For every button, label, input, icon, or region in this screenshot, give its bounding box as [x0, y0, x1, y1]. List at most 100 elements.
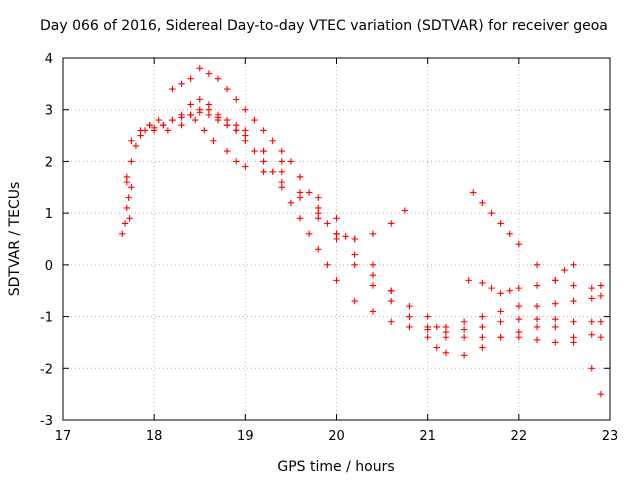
data-point [533, 323, 541, 331]
data-point [205, 111, 213, 119]
data-point [251, 116, 258, 124]
data-point [479, 344, 486, 351]
data-point [369, 272, 377, 279]
data-point [169, 116, 176, 124]
data-point [260, 168, 267, 175]
data-point [296, 189, 304, 196]
data-point [369, 282, 377, 289]
data-point [233, 96, 240, 103]
data-point [123, 204, 131, 212]
data-point [351, 261, 358, 269]
y-tick-label: -1 [40, 311, 53, 326]
data-point [287, 199, 295, 206]
data-point [406, 313, 413, 320]
x-tick-label: 20 [328, 429, 345, 444]
data-point [369, 230, 377, 238]
data-point [132, 142, 140, 150]
data-point [506, 287, 513, 294]
data-point [597, 292, 605, 300]
data-point [223, 147, 231, 155]
data-point [333, 230, 340, 238]
data-point [201, 127, 208, 134]
data-point [191, 116, 199, 124]
data-point [401, 207, 409, 214]
data-point [196, 106, 203, 113]
y-tick-label: 0 [45, 259, 53, 274]
data-point [533, 315, 541, 323]
data-point [233, 158, 240, 165]
data-point [214, 75, 222, 82]
data-point [155, 116, 162, 124]
data-point [315, 246, 322, 253]
data-point [125, 194, 132, 201]
data-point [369, 308, 377, 315]
data-point [137, 127, 144, 134]
data-point [187, 75, 194, 82]
data-point [497, 290, 504, 297]
y-axis-label: SDTVAR / TECUs [7, 182, 23, 297]
data-point [205, 101, 213, 108]
data-point [119, 230, 126, 238]
data-point [442, 349, 450, 356]
x-tick-label: 18 [146, 429, 163, 444]
data-point [296, 215, 304, 222]
data-point [515, 315, 523, 323]
data-point [406, 303, 413, 310]
data-point [178, 80, 185, 88]
data-point [388, 220, 395, 227]
data-point [588, 284, 595, 292]
data-point [388, 318, 395, 325]
data-point [552, 300, 559, 307]
y-tick-label: 3 [45, 104, 53, 119]
data-point [533, 282, 541, 289]
data-point [324, 261, 331, 269]
data-point [424, 334, 431, 341]
data-point [242, 163, 249, 170]
data-point [305, 230, 313, 238]
data-point [515, 240, 523, 248]
x-axis-label: GPS time / hours [277, 459, 394, 475]
data-point [488, 284, 495, 292]
x-tick-label: 23 [602, 429, 619, 444]
data-point [465, 277, 472, 284]
data-point [588, 295, 595, 302]
y-tick-label: 2 [45, 155, 53, 170]
plot-frame [62, 57, 611, 421]
data-point [552, 277, 559, 284]
data-point [121, 220, 129, 227]
data-point [479, 279, 486, 287]
x-tick-label: 21 [419, 429, 436, 444]
data-point [333, 277, 340, 284]
data-point [296, 173, 304, 181]
data-point [351, 251, 358, 258]
data-point [424, 313, 431, 320]
data-point [515, 284, 523, 292]
series-sat-e [187, 101, 605, 398]
data-point [260, 158, 267, 165]
series-sat-h [119, 173, 135, 238]
data-point [196, 65, 203, 72]
data-point [597, 334, 605, 341]
data-point [126, 215, 133, 222]
data-point [506, 230, 513, 238]
data-point [561, 266, 568, 274]
data-point [479, 334, 486, 341]
data-point [187, 111, 194, 119]
data-point [460, 352, 468, 359]
data-point [128, 137, 135, 144]
series-sat-b [169, 65, 605, 336]
data-point [388, 297, 395, 305]
data-point [278, 158, 285, 165]
data-point [169, 85, 176, 93]
data-point [178, 114, 185, 121]
data-point [278, 168, 285, 175]
data-point [128, 184, 135, 191]
data-point [497, 308, 504, 315]
data-point [205, 70, 213, 77]
y-tick-label: 4 [45, 52, 53, 67]
data-point [497, 220, 504, 227]
y-tick-label: 1 [45, 207, 53, 222]
